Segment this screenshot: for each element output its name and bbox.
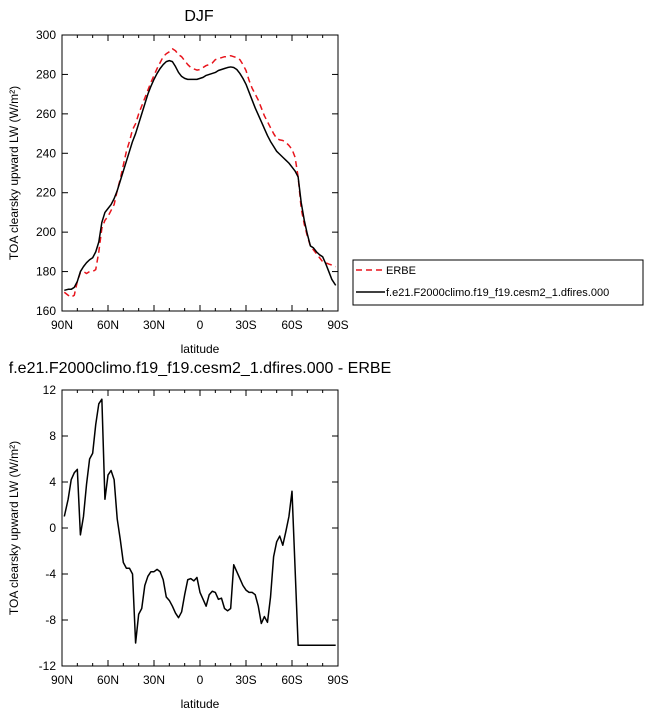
chart-bottom-x-tick-label: 30N	[143, 673, 165, 687]
chart-bottom-title: f.e21.F2000climo.f19_f19.cesm2_1.dfires.…	[9, 360, 391, 377]
chart-top-y-ticks: 160 180 200 220 240 260 280 300	[36, 28, 338, 318]
chart-top-x-tick-label: 60S	[281, 318, 302, 332]
chart-top-legend: ERBE f.e21.F2000climo.f19_f19.cesm2_1.df…	[352, 259, 644, 306]
chart-top: DJF 160 180 200 220 240 260 280 300 90N 60N 30N 0 3…	[7, 8, 644, 356]
chart-top-y-tick-label: 300	[36, 28, 56, 42]
chart-top-x-ticks: 90N 60N 30N 0 30S 60S 90S	[51, 35, 349, 332]
chart-bottom-y-tick-label: -12	[39, 659, 57, 673]
chart-bottom-y-tick-label: -4	[45, 567, 56, 581]
chart-bottom-y-tick-label: 4	[49, 475, 56, 489]
chart-top-x-tick-label: 30S	[235, 318, 256, 332]
chart-top-y-tick-label: 200	[36, 225, 56, 239]
chart-bottom-y-ticks: -12 -8 -4 0 4 8 12	[39, 383, 338, 673]
chart-top-x-tick-label: 90S	[327, 318, 348, 332]
chart-top-x-tick-label: 90N	[51, 318, 73, 332]
chart-bottom-y-tick-label: 12	[43, 383, 57, 397]
chart-bottom-x-tick-label: 60N	[97, 673, 119, 687]
legend-box	[352, 259, 644, 306]
chart-bottom-x-tick-label: 0	[197, 673, 204, 687]
chart-bottom-series-line-0	[63, 398, 336, 647]
chart-top-y-tick-label: 280	[36, 67, 56, 81]
chart-top-series-line-0	[63, 48, 336, 298]
chart-top-series-line-1	[64, 59, 337, 292]
chart-bottom-y-axis-label: TOA clearsky upward LW (W/m²)	[7, 441, 21, 615]
chart-top-y-tick-label: 240	[36, 146, 56, 160]
chart-bottom-x-tick-label: 30S	[235, 673, 256, 687]
chart-top-x-tick-label: 0	[197, 318, 204, 332]
legend-erbe-label: ERBE	[386, 265, 416, 277]
chart-bottom-x-axis-label: latitude	[181, 697, 220, 711]
chart-top-title: DJF	[184, 8, 214, 25]
chart-top-y-tick-label: 260	[36, 107, 56, 121]
chart-bottom-y-tick-label: 0	[49, 521, 56, 535]
chart-top-x-tick-label: 30N	[143, 318, 165, 332]
chart-top-y-axis-label: TOA clearsky upward LW (W/m²)	[7, 86, 21, 260]
chart-bottom-y-tick-label: -8	[45, 613, 56, 627]
chart-bottom-x-tick-label: 60S	[281, 673, 302, 687]
chart-top-y-tick-label: 160	[36, 304, 56, 318]
chart-top-x-axis-label: latitude	[181, 342, 220, 356]
chart-bottom-x-tick-label: 90N	[51, 673, 73, 687]
chart-bottom-x-ticks: 90N 60N 30N 0 30S 60S 90S	[51, 390, 349, 687]
chart-bottom-y-tick-label: 8	[49, 429, 56, 443]
chart-top-x-tick-label: 60N	[97, 318, 119, 332]
chart-top-series	[63, 48, 337, 298]
chart-top-y-tick-label: 180	[36, 265, 56, 279]
chart-bottom-x-tick-label: 90S	[327, 673, 348, 687]
chart-bottom: f.e21.F2000climo.f19_f19.cesm2_1.dfires.…	[7, 360, 391, 711]
legend-model-label: f.e21.F2000climo.f19_f19.cesm2_1.dfires.…	[386, 287, 609, 299]
chart-top-y-tick-label: 220	[36, 186, 56, 200]
chart-bottom-series	[63, 398, 336, 647]
